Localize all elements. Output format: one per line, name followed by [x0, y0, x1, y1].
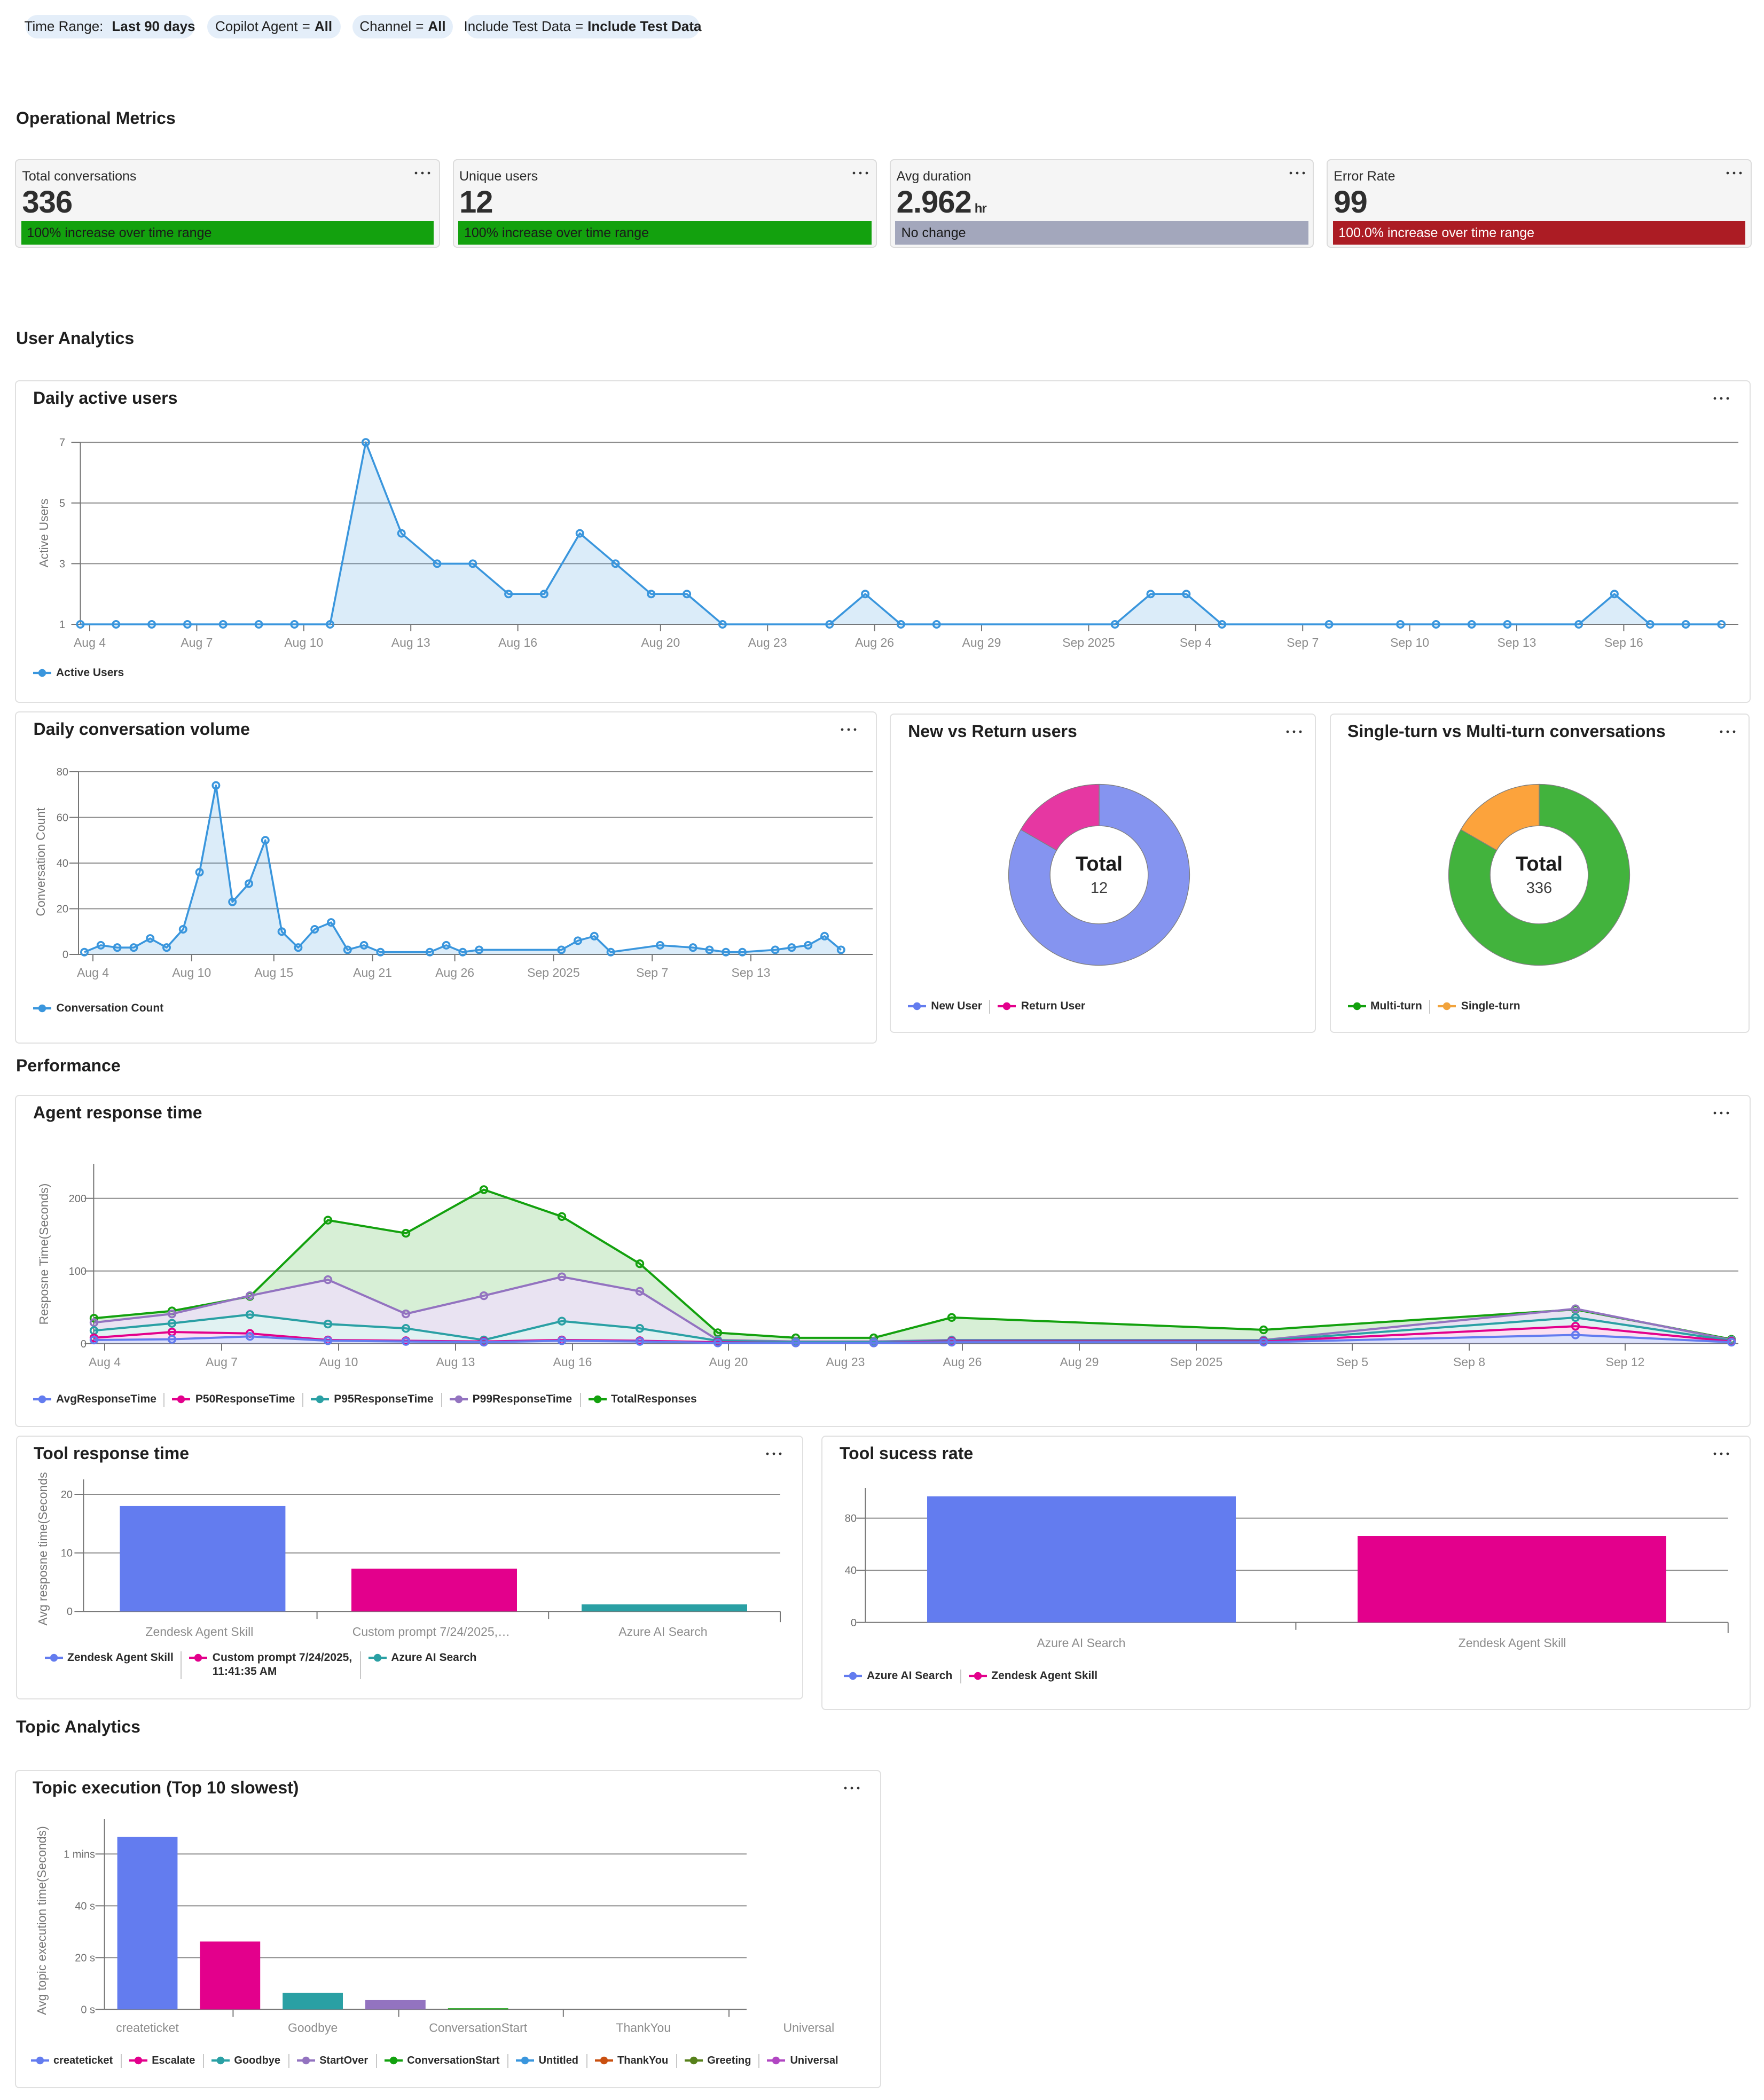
svg-text:0: 0 [851, 1617, 857, 1628]
svg-text:Sep 2025: Sep 2025 [1170, 1354, 1222, 1368]
svg-text:Aug 7: Aug 7 [181, 635, 213, 649]
svg-text:Aug 10: Aug 10 [173, 966, 211, 980]
svg-text:Sep 8: Sep 8 [1453, 1354, 1485, 1368]
svg-text:Sep 16: Sep 16 [1604, 635, 1643, 649]
svg-text:Aug 26: Aug 26 [943, 1354, 982, 1368]
svg-text:Sep 10: Sep 10 [1390, 635, 1429, 649]
svg-text:336: 336 [1526, 880, 1551, 897]
svg-text:Aug 29: Aug 29 [962, 635, 1001, 649]
svg-text:Sep 12: Sep 12 [1606, 1354, 1645, 1368]
svg-text:Sep 7: Sep 7 [637, 966, 669, 980]
svg-text:1 mins: 1 mins [63, 1848, 95, 1860]
svg-text:40: 40 [57, 858, 68, 869]
svg-text:Avg resposne time(Seconds: Avg resposne time(Seconds [35, 1471, 49, 1625]
svg-text:20: 20 [57, 904, 68, 915]
svg-text:80: 80 [57, 766, 68, 778]
svg-text:Aug 16: Aug 16 [553, 1354, 592, 1368]
svg-text:Custom prompt 7/24/2025,…: Custom prompt 7/24/2025,… [352, 1624, 509, 1638]
svg-text:60: 60 [57, 812, 68, 824]
svg-text:Avg topic execution time(Secon: Avg topic execution time(Seconds) [34, 1826, 48, 2015]
svg-text:Aug 20: Aug 20 [709, 1354, 748, 1368]
svg-text:20 s: 20 s [74, 1952, 95, 1964]
svg-text:Aug 13: Aug 13 [436, 1354, 475, 1368]
svg-text:Aug 26: Aug 26 [436, 966, 475, 980]
svg-text:Goodbye: Goodbye [287, 2020, 337, 2034]
svg-text:5: 5 [59, 497, 65, 509]
svg-text:7: 7 [59, 436, 65, 448]
svg-text:Zendesk Agent Skill: Zendesk Agent Skill [1459, 1635, 1566, 1649]
svg-text:createticket: createticket [115, 2020, 178, 2034]
svg-text:40: 40 [845, 1564, 857, 1576]
svg-text:1: 1 [59, 618, 65, 630]
svg-text:Aug 26: Aug 26 [855, 635, 894, 649]
svg-text:ConversationStart: ConversationStart [428, 2020, 527, 2034]
svg-text:Aug 4: Aug 4 [74, 635, 106, 649]
svg-text:Aug 4: Aug 4 [89, 1354, 121, 1368]
svg-text:Sep 7: Sep 7 [1287, 635, 1319, 649]
svg-text:Active Users: Active Users [37, 498, 51, 567]
svg-text:0 s: 0 s [80, 2004, 95, 2016]
svg-text:Aug 20: Aug 20 [641, 635, 680, 649]
svg-text:Aug 7: Aug 7 [206, 1354, 238, 1368]
svg-text:0: 0 [62, 949, 68, 961]
svg-text:40 s: 40 s [74, 1900, 95, 1912]
svg-text:Aug 29: Aug 29 [1060, 1354, 1099, 1368]
svg-text:Aug 23: Aug 23 [826, 1354, 865, 1368]
svg-text:Aug 21: Aug 21 [354, 966, 393, 980]
svg-text:100: 100 [69, 1265, 87, 1277]
svg-text:20: 20 [60, 1488, 72, 1500]
svg-text:Total: Total [1515, 853, 1562, 875]
svg-text:Total: Total [1076, 853, 1123, 875]
svg-text:Aug 15: Aug 15 [255, 966, 294, 980]
svg-text:Aug 10: Aug 10 [319, 1354, 358, 1368]
svg-text:200: 200 [69, 1193, 87, 1204]
svg-text:3: 3 [59, 558, 65, 569]
svg-text:0: 0 [66, 1605, 72, 1617]
svg-text:Azure AI Search: Azure AI Search [1037, 1635, 1125, 1649]
svg-text:Universal: Universal [782, 2020, 834, 2034]
svg-text:ThankYou: ThankYou [615, 2020, 670, 2034]
svg-text:Azure AI Search: Azure AI Search [618, 1624, 707, 1638]
svg-text:Sep 13: Sep 13 [732, 966, 771, 980]
svg-text:0: 0 [81, 1338, 87, 1350]
svg-text:Aug 16: Aug 16 [498, 635, 537, 649]
svg-text:10: 10 [60, 1547, 72, 1559]
svg-text:Aug 4: Aug 4 [77, 966, 109, 980]
svg-text:12: 12 [1091, 880, 1108, 897]
svg-text:Sep 4: Sep 4 [1180, 635, 1212, 649]
svg-text:Aug 23: Aug 23 [748, 635, 787, 649]
svg-text:Zendesk Agent Skill: Zendesk Agent Skill [145, 1624, 253, 1638]
svg-text:Sep 2025: Sep 2025 [1062, 635, 1115, 649]
svg-text:Resposne Time(Seconds): Resposne Time(Seconds) [37, 1183, 51, 1325]
svg-text:Sep 2025: Sep 2025 [528, 966, 580, 980]
svg-text:Conversation Count: Conversation Count [34, 808, 48, 916]
svg-text:80: 80 [845, 1513, 857, 1524]
svg-text:Sep 13: Sep 13 [1498, 635, 1536, 649]
svg-text:Aug 13: Aug 13 [391, 635, 430, 649]
svg-text:Aug 10: Aug 10 [284, 635, 323, 649]
svg-text:Sep 5: Sep 5 [1336, 1354, 1368, 1368]
